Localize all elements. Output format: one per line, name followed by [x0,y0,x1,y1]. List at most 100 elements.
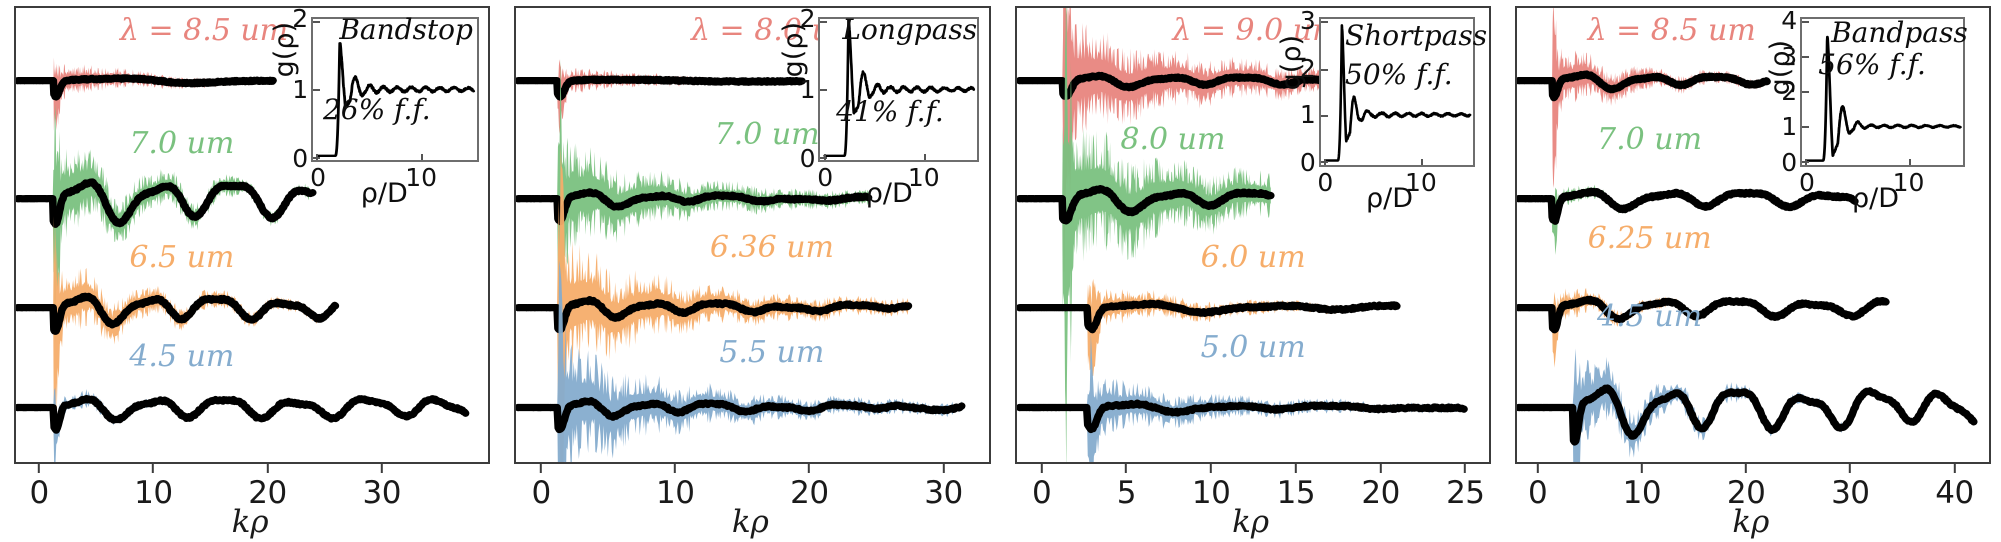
series-label-3: 5.5 um [719,334,825,370]
series-label-0: λ = 8.5 um [1587,12,1756,48]
x-tick-label: 20 [248,475,287,511]
inset-curve [823,19,976,158]
x-tick-mark [37,464,40,473]
inset-xtick-0: 0 [310,163,327,193]
x-tick-label: 30 [924,475,963,511]
inset-xtick-0: 0 [1798,167,1815,197]
series-mean-line [516,75,807,101]
panel-bandpass: λ = 8.5 um 7.0 um 6.25 um 4.5 um Bandpas… [1501,0,2001,542]
x-tick-mark [152,464,155,473]
inset-fill-fraction: 26% f.f. [322,92,431,126]
inset-ytick-4: 4 [1781,5,1798,35]
x-tick-label: 5 [1116,475,1137,511]
x-tick-mark [1209,464,1212,473]
x-tick-mark [1953,464,1956,473]
inset-gr-curve [823,19,976,158]
series-mean-line [1016,299,1401,334]
inset-ytick-1: 1 [1781,111,1798,141]
inset-shortpass: Shortpass 50% f.f. 3 2 1 0 0 10 [1300,5,1487,196]
inset-title: Bandpass [1831,16,1968,50]
inset-title: Bandstop [339,13,473,47]
inset-xlabel: ρ/D [1852,182,1900,214]
inset-gr-curve [1323,24,1472,162]
series-label-2: 6.5 um [129,239,235,275]
x-tick-mark [674,464,677,473]
series-label-2: 6.0 um [1200,239,1306,275]
x-tick-mark [380,464,383,473]
inset-ytick-0: 0 [1781,148,1798,178]
inset-curve [1805,35,1962,162]
x-tick-label: 15 [1276,475,1316,511]
series-mean-line [16,178,317,228]
inset-xlabel: ρ/D [865,178,913,210]
inset-fill-fraction: 56% f.f. [1818,48,1926,82]
series-label-3: 5.0 um [1200,330,1306,366]
series-canvas [516,58,966,462]
inset-ytick-3: 3 [1781,41,1798,71]
inset-xtick-0: 0 [817,163,834,193]
x-tick-label: 0 [1031,475,1052,511]
series-mean-line [1516,187,1859,225]
inset-xtick-1: 10 [907,163,940,193]
series-label-2: 6.36 um [709,230,834,266]
inset-curve [1323,24,1472,162]
x-tick-mark [1640,464,1643,473]
inset-longpass: Longpass 41% f.f. 2 1 0 0 10 [800,4,980,192]
plot-axes-bandpass: λ = 8.5 um 7.0 um 6.25 um 4.5 um Bandpas… [1514,5,1991,464]
inset-ylabel: g(ρ) [1276,35,1308,91]
series-label-3: 4.5 um [1597,298,1703,334]
series-mean-line [16,74,277,101]
series-label-0: λ = 9.0 um [1172,12,1341,48]
series-mean-line [1016,399,1468,434]
inset-ytick-1: 1 [1299,100,1316,130]
x-tick-label: 10 [1191,475,1231,511]
plot-area [16,8,488,462]
series-mean-line [16,394,470,434]
series-label-2: 6.25 um [1587,221,1712,257]
series-mean-line [1516,295,1890,334]
inset-xtick-1: 10 [405,163,438,193]
series-mean-line [1516,70,1771,102]
x-tick-label: 30 [1831,475,1870,511]
inset-ylabel: g(ρ) [268,21,300,77]
series-mean-line [516,296,913,334]
x-axis-label: kρ [731,504,769,540]
inset-ytick-2: 2 [1781,76,1798,106]
inset-curve [316,42,476,158]
x-tick-label: 20 [1361,475,1400,511]
plot-area [1016,8,1489,462]
plot-area [516,8,988,462]
inset-ytick-0: 0 [1299,148,1316,178]
plot-axes-longpass: λ = 8.0 um 7.0 um 6.36 um 5.5 um Longpas… [514,4,991,464]
inset-gr-curve [316,42,476,158]
plot-area [1516,8,1989,462]
x-tick-label: 20 [790,475,829,511]
x-tick-label: 0 [1528,475,1548,511]
series-label-3: 4.5 um [129,339,235,375]
inset-ytick-1: 1 [292,74,309,104]
panel-shortpass: λ = 9.0 um 8.0 um 6.0 um 5.0 um Shortpas… [1001,0,1501,542]
x-tick-mark [1294,464,1297,473]
x-tick-label: 10 [656,475,695,511]
plot-axes-shortpass: λ = 9.0 um 8.0 um 6.0 um 5.0 um Shortpas… [1014,5,1491,464]
x-tick-mark [1379,464,1382,473]
x-tick-mark [1040,464,1043,473]
inset-fill-fraction: 41% f.f. [836,95,944,129]
x-tick-mark [1125,464,1128,473]
inset-xtick-1: 10 [1892,167,1925,197]
inset-xlabel: ρ/D [360,178,408,210]
x-tick-label: 20 [1726,475,1766,511]
inset-ytick-3: 3 [1299,5,1316,35]
x-tick-label: 25 [1446,475,1485,511]
x-axis-label: kρ [1232,504,1270,540]
x-tick-label: 30 [362,475,402,511]
series-mean-line [516,397,966,434]
series-canvas [1516,8,1978,462]
series-label-0: λ = 8.5 um [119,12,289,48]
x-tick-mark [942,464,945,473]
panel-longpass: λ = 8.0 um 7.0 um 6.36 um 5.5 um Longpas… [500,0,1000,542]
series-mean-line [1016,71,1325,100]
inset-ytick-2: 2 [292,3,309,33]
series-label-1: 8.0 um [1120,121,1226,157]
